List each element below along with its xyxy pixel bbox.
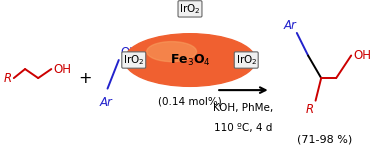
Text: Ar: Ar xyxy=(99,96,112,109)
Text: Ar: Ar xyxy=(284,19,297,32)
Text: R: R xyxy=(4,72,12,85)
Text: IrO$_2$: IrO$_2$ xyxy=(179,2,201,16)
Text: 110 ºC, 4 d: 110 ºC, 4 d xyxy=(214,123,273,133)
Text: Fe$_3$O$_4$: Fe$_3$O$_4$ xyxy=(170,53,210,68)
Text: IrO$_2$: IrO$_2$ xyxy=(123,53,144,67)
Text: R: R xyxy=(306,103,314,116)
Text: OH: OH xyxy=(353,49,371,62)
Circle shape xyxy=(147,42,196,62)
Text: OH: OH xyxy=(53,63,71,76)
Text: IrO$_2$: IrO$_2$ xyxy=(236,53,257,67)
Text: (0.14 mol%): (0.14 mol%) xyxy=(158,97,222,107)
Text: +: + xyxy=(78,71,92,86)
Text: OH: OH xyxy=(121,46,139,59)
Text: KOH, PhMe,: KOH, PhMe, xyxy=(213,103,274,113)
Text: (71-98 %): (71-98 %) xyxy=(297,135,352,145)
Circle shape xyxy=(124,34,256,86)
